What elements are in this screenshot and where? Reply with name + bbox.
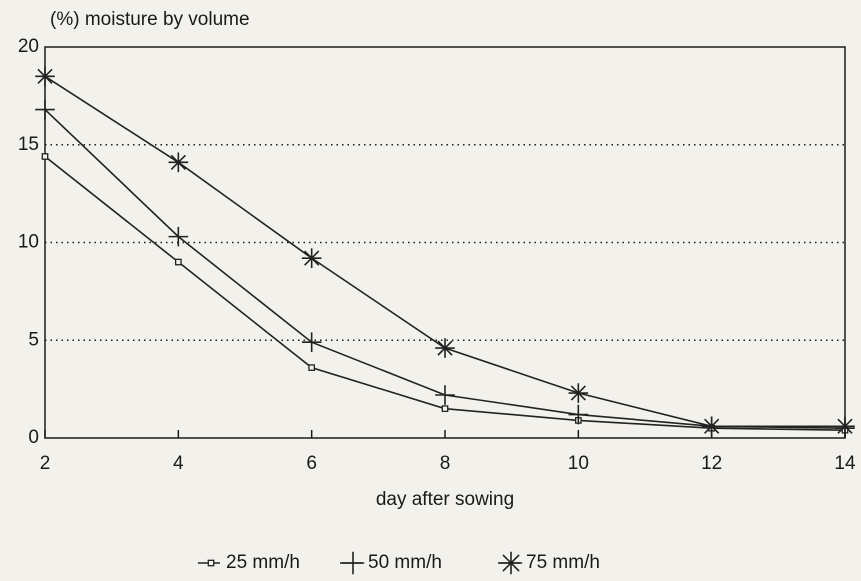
data-point xyxy=(301,248,322,268)
legend-marker xyxy=(499,551,523,575)
x-tick-label: 14 xyxy=(834,453,856,474)
data-point xyxy=(435,338,455,358)
data-point xyxy=(435,385,455,405)
data-point xyxy=(35,66,55,87)
data-point xyxy=(701,416,722,437)
legend-label: 75 mm/h xyxy=(526,552,600,573)
y-tick-label: 5 xyxy=(28,329,39,350)
legend-label: 25 mm/h xyxy=(226,552,300,573)
data-point xyxy=(168,226,189,247)
x-tick-label: 10 xyxy=(568,453,589,474)
data-point xyxy=(568,383,589,403)
data-point xyxy=(301,332,322,353)
y-tick-label: 15 xyxy=(18,134,39,155)
x-tick-label: 4 xyxy=(173,453,184,474)
x-tick-label: 2 xyxy=(40,453,51,474)
chart-title: (%) moisture by volume xyxy=(50,9,250,30)
data-point xyxy=(168,152,189,173)
data-point xyxy=(174,258,182,266)
legend-marker xyxy=(207,559,215,567)
data-point xyxy=(41,153,49,160)
x-tick-label: 6 xyxy=(306,453,317,474)
data-point xyxy=(35,99,55,120)
y-tick-label: 10 xyxy=(18,232,39,253)
x-tick-label: 8 xyxy=(440,453,451,474)
x-tick-label: 12 xyxy=(701,453,722,474)
y-tick-label: 20 xyxy=(18,36,39,57)
data-point xyxy=(835,416,855,437)
y-tick-label: 0 xyxy=(28,427,39,448)
data-point xyxy=(568,404,589,425)
x-axis-label: day after sowing xyxy=(376,489,514,510)
data-point xyxy=(308,364,316,371)
legend-label: 50 mm/h xyxy=(368,552,442,573)
data-point xyxy=(441,405,449,413)
legend-marker xyxy=(341,551,365,575)
